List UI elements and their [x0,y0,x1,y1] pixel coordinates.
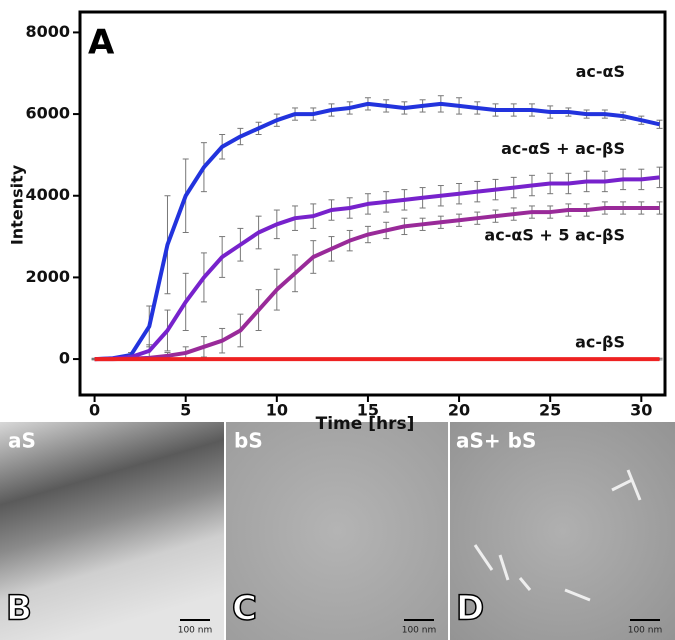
y-tick-label: 4000 [25,185,70,204]
series-line [94,101,660,362]
series-line [94,205,660,362]
series-label: ac-αS [576,62,625,81]
micrograph-b [0,422,224,640]
y-axis-label: Intensity [8,164,27,245]
y-tick-label: 6000 [25,104,70,123]
x-tick-label: 5 [180,401,191,420]
scale-label: 100 nm [628,626,663,636]
x-tick-label: 20 [448,401,470,420]
panel-letter: D [456,589,484,629]
fibrils [473,469,642,602]
panel-letter: C [232,589,257,629]
series-line [94,175,660,362]
micrograph-d [450,422,675,640]
scale-label: 100 nm [178,626,213,636]
y-tick-label: 0 [59,349,70,368]
series-label: ac-αS + 5 ac-βS [484,225,625,244]
y-tick-label: 8000 [25,22,70,41]
scale-label: 100 nm [402,626,437,636]
x-tick-label: 0 [89,401,100,420]
x-tick-label: 15 [357,401,379,420]
panel-letter: B [6,589,32,629]
x-tick-label: 10 [266,401,288,420]
x-tick-label: 30 [630,401,652,420]
series-label: ac-αS + ac-βS [501,139,625,158]
panel-letter: A [88,23,115,63]
micrograph-c [226,422,448,640]
panel-title: bS [234,429,263,453]
panel-title: aS [8,429,36,453]
x-axis-label: Time [hrs] [316,414,415,434]
x-tick-label: 25 [539,401,561,420]
panel-title: aS+ bS [456,429,536,453]
series-label: ac-βS [575,333,625,352]
y-tick-label: 2000 [25,267,70,286]
